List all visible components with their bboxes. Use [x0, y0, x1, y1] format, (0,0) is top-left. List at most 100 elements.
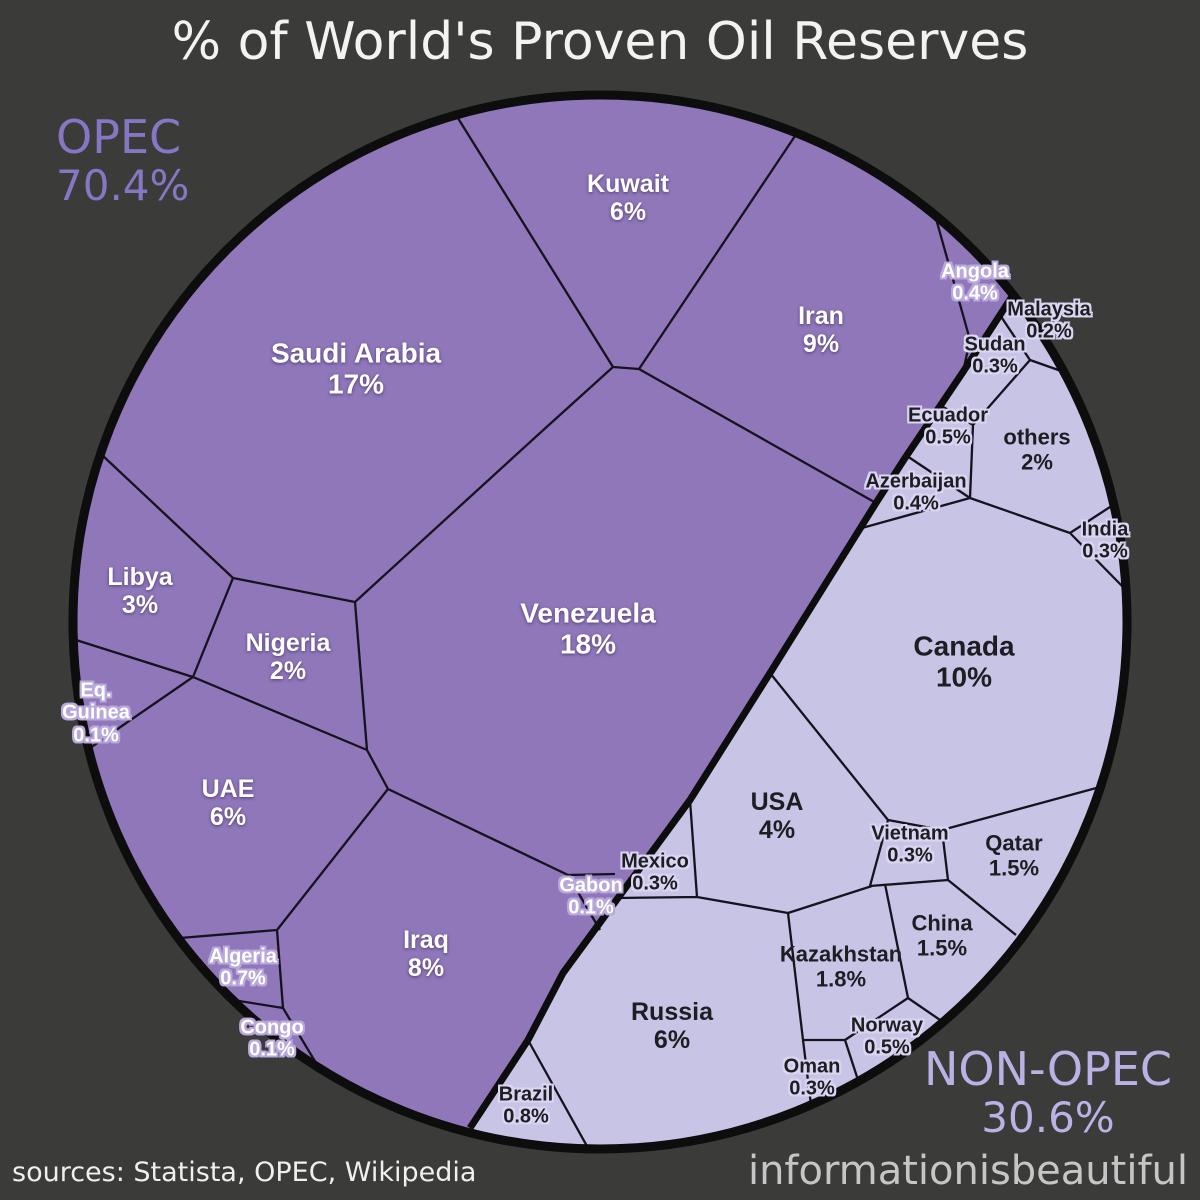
cell-label-canada: Canada 10%	[913, 631, 1014, 694]
cell-value: 0.4%	[952, 283, 998, 305]
page-title: % of World's Proven Oil Reserves	[171, 12, 1029, 72]
cell-country-name: USA	[750, 788, 804, 816]
cell-country-name: Norway	[850, 1014, 924, 1037]
cell-country-name: UAE	[201, 775, 255, 803]
cell-country-name: others	[1003, 424, 1071, 450]
cell-label-libya: Libya 3%	[107, 563, 172, 619]
credit-line: informationisbeautiful	[747, 1148, 1188, 1194]
opec-name: OPEC	[56, 110, 182, 164]
cell-country-name: Congo	[240, 1016, 304, 1039]
cell-country-name: Malaysia	[1007, 298, 1091, 321]
cell-label-brazil: Brazil 0.8%	[499, 1084, 553, 1129]
cell-country-name: Canada	[913, 630, 1015, 662]
cell-label-usa: USA 4%	[751, 788, 804, 844]
cell-label-venezuela: Venezuela 18%	[520, 598, 655, 661]
cell-label-iran: Iran 9%	[798, 302, 844, 358]
cell-country-name: Algeria	[209, 945, 277, 968]
cell-country-name: Iraq	[403, 926, 449, 954]
cell-value: 0.3%	[789, 1078, 835, 1100]
sources-line: sources: Statista, OPEC, Wikipedia	[12, 1157, 477, 1188]
cell-country-name: Nigeria	[245, 629, 331, 657]
cell-label-vietnam: Vietnam 0.3%	[871, 823, 948, 868]
cell-country-name: Ecuador	[907, 404, 989, 427]
cell-label-malaysia: Malaysia 0.2%	[1007, 299, 1090, 344]
cell-value: 1.8%	[815, 966, 867, 991]
cell-country-name: Kazakhstan	[779, 941, 903, 967]
cell-country-name: Gabon	[559, 874, 623, 897]
cell-value: 10%	[935, 662, 993, 693]
opec-nonopec-divider	[467, 293, 1016, 1130]
cell-value: 4%	[758, 816, 796, 844]
cell-label-algeria: Algeria 0.7%	[209, 946, 277, 991]
cell-value: 0.7%	[220, 968, 266, 990]
cell-country-name: Mexico	[621, 850, 689, 873]
cell-country-name: Qatar	[985, 830, 1043, 856]
non-opec-share: 30.6%	[981, 1092, 1115, 1142]
cell-label-congo: Congo 0.1%	[240, 1017, 303, 1062]
cell-label-kazakhstan: Kazakhstan 1.8%	[780, 942, 902, 991]
cell-label-oman: Oman 0.3%	[784, 1056, 841, 1101]
cell-country-name: Vietnam	[871, 822, 949, 845]
cell-label-saudi-arabia: Saudi Arabia 17%	[271, 338, 441, 401]
cell-value: 0.8%	[503, 1106, 549, 1128]
cell-borders	[76, 114, 1124, 1146]
cell-country-name: Angola	[941, 260, 1009, 283]
cell-value: 0.4%	[893, 493, 939, 515]
cell-label-india: India 0.3%	[1082, 519, 1129, 564]
cell-value: 1.5%	[916, 935, 968, 960]
cell-value: 9%	[802, 330, 840, 358]
cell-label-eq-guinea: Eq. Guinea 0.1%	[62, 679, 130, 746]
cell-value: 18%	[559, 629, 617, 660]
cell-country-name: Azerbaijan	[865, 470, 967, 493]
cell-value: 0.3%	[632, 873, 678, 895]
cell-label-ecuador: Ecuador 0.5%	[908, 405, 988, 450]
cell-value: 2%	[269, 657, 307, 685]
chart-circle-outline	[68, 90, 1132, 1154]
cell-label-others: others 2%	[1003, 425, 1070, 474]
cell-value: 0.5%	[925, 427, 971, 449]
cell-value: 3%	[121, 591, 159, 619]
cell-country-name: Venezuela	[520, 597, 656, 629]
cell-country-name: China	[911, 910, 973, 936]
cell-label-kuwait: Kuwait 6%	[587, 170, 669, 226]
cell-label-norway: Norway 0.5%	[851, 1015, 923, 1060]
cell-country-name: Iran	[798, 302, 844, 330]
cell-label-iraq: Iraq 8%	[403, 926, 449, 982]
cell-value: 1.5%	[988, 855, 1040, 880]
cell-value: 0.1%	[249, 1039, 295, 1061]
opec-share: 70.4%	[56, 160, 190, 210]
cell-label-mexico: Mexico 0.3%	[621, 851, 689, 896]
cell-label-china: China 1.5%	[911, 911, 972, 960]
cell-value: 0.1%	[73, 724, 119, 747]
cell-country-name: Eq. Guinea	[62, 679, 130, 724]
cell-label-angola: Angola 0.4%	[941, 261, 1009, 306]
cell-value: 0.3%	[887, 845, 933, 867]
cell-country-name: Saudi Arabia	[270, 337, 442, 369]
cell-country-name: Russia	[631, 998, 713, 1026]
cell-value: 8%	[407, 954, 445, 982]
cell-country-name: India	[1081, 518, 1129, 541]
cell-value: 0.3%	[972, 356, 1018, 378]
cell-label-sudan: Sudan 0.3%	[964, 334, 1025, 379]
non-opec-name: NON-OPEC	[923, 1042, 1173, 1096]
cell-label-azerbaijan: Azerbaijan 0.4%	[865, 471, 966, 516]
cell-value: 6%	[609, 198, 647, 226]
cell-label-qatar: Qatar 1.5%	[985, 831, 1042, 880]
non-opec-group-label: NON-OPEC 30.6%	[898, 1044, 1198, 1141]
cell-country-name: Oman	[783, 1055, 841, 1078]
opec-group-label: OPEC 70.4%	[56, 112, 189, 209]
cell-label-russia: Russia 6%	[631, 998, 713, 1054]
cell-country-name: Sudan	[964, 333, 1026, 356]
cell-label-uae: UAE 6%	[202, 775, 255, 831]
cell-value: 0.2%	[1026, 321, 1072, 343]
cell-label-nigeria: Nigeria 2%	[246, 629, 331, 685]
cell-value: 0.5%	[864, 1037, 910, 1059]
cell-value: 6%	[653, 1026, 691, 1054]
cell-value: 0.1%	[568, 897, 614, 919]
cell-value: 0.3%	[1082, 541, 1128, 563]
cell-label-gabon: Gabon 0.1%	[559, 875, 622, 920]
cell-value: 2%	[1021, 449, 1053, 474]
cell-value: 17%	[327, 369, 385, 400]
